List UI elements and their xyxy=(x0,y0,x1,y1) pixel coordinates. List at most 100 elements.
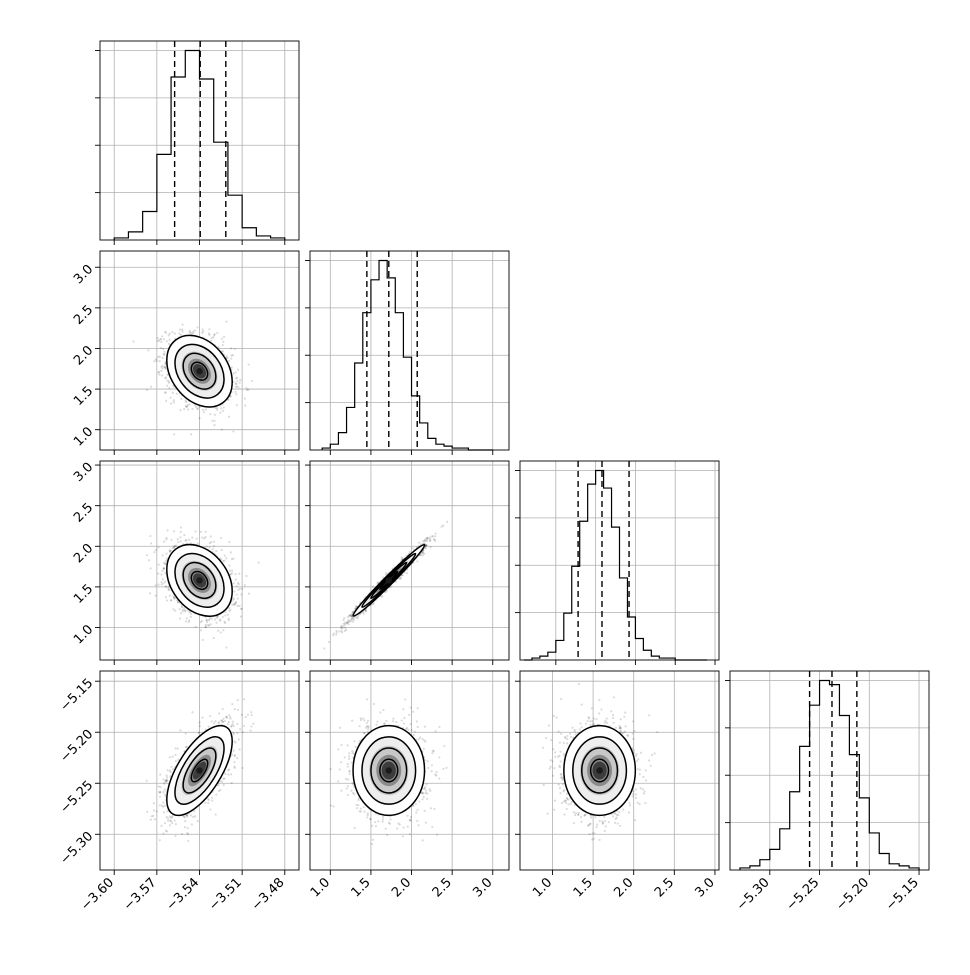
scatter-point xyxy=(173,547,175,549)
scatter-point xyxy=(208,328,210,330)
scatter-point xyxy=(230,357,232,359)
scatter-point xyxy=(202,639,204,641)
scatter-point xyxy=(345,629,347,631)
scatter-point xyxy=(185,405,187,407)
scatter-point xyxy=(148,559,150,561)
scatter-point xyxy=(224,555,226,557)
scatter-point xyxy=(155,549,157,551)
scatter-point xyxy=(208,619,210,621)
scatter-point xyxy=(157,371,159,373)
scatter-point xyxy=(158,374,160,376)
scatter-point xyxy=(236,593,238,595)
scatter-point xyxy=(184,609,186,611)
scatter-point xyxy=(184,539,186,541)
scatter-point xyxy=(168,334,170,336)
scatter-point xyxy=(245,387,247,389)
scatter-point xyxy=(233,597,235,599)
scatter-point xyxy=(199,417,201,419)
scatter-point xyxy=(191,408,193,410)
scatter-point xyxy=(146,554,148,556)
scatter-point xyxy=(195,626,197,628)
scatter-point xyxy=(180,334,182,336)
scatter-point xyxy=(246,389,248,391)
scatter-point xyxy=(180,531,182,533)
scatter-point xyxy=(206,621,208,623)
scatter-point xyxy=(214,333,216,335)
scatter-point xyxy=(248,363,250,365)
scatter-point xyxy=(239,379,241,381)
scatter-point xyxy=(156,337,158,339)
scatter-plot-area xyxy=(100,461,299,660)
scatter-point xyxy=(192,330,194,332)
scatter-point xyxy=(239,382,241,384)
scatter-point xyxy=(188,403,190,405)
scatter-point xyxy=(181,324,183,326)
scatter-point xyxy=(434,535,436,537)
scatter-point xyxy=(342,619,344,621)
scatter-point xyxy=(216,332,218,334)
scatter-point xyxy=(238,605,240,607)
scatter-point xyxy=(170,402,172,404)
scatter-point xyxy=(232,430,234,432)
scatter-point xyxy=(160,341,162,343)
scatter-point xyxy=(338,630,340,632)
x-tick-label: −5.25 xyxy=(784,875,823,914)
scatter-point xyxy=(425,544,427,546)
scatter-point xyxy=(241,588,243,590)
scatter-point xyxy=(343,617,345,619)
scatter-point xyxy=(210,535,212,537)
scatter-point xyxy=(328,641,330,643)
scatter-point xyxy=(236,605,238,607)
scatter-point xyxy=(222,410,224,412)
scatter-point xyxy=(173,433,175,435)
scatter-point xyxy=(237,589,239,591)
scatter-point xyxy=(162,348,164,350)
scatter-point xyxy=(235,382,237,384)
scatter-point xyxy=(225,557,227,559)
y-tick-label: 2.5 xyxy=(71,500,96,525)
scatter-point xyxy=(180,526,182,528)
scatter-point xyxy=(226,357,228,359)
scatter-point xyxy=(160,583,162,585)
scatter-point xyxy=(165,538,167,540)
scatter-point xyxy=(214,618,216,620)
scatter-point xyxy=(189,330,191,332)
scatter-point xyxy=(188,619,190,621)
scatter-point xyxy=(227,614,229,616)
histogram-panel-1 xyxy=(95,41,299,245)
scatter-point xyxy=(165,596,167,598)
scatter-point xyxy=(161,335,163,337)
y-tick-label: 1.5 xyxy=(71,384,96,409)
scatter-point xyxy=(237,598,239,600)
scatter-point xyxy=(423,553,425,555)
scatter-point xyxy=(159,360,161,362)
scatter-point xyxy=(178,332,180,334)
scatter-point xyxy=(181,328,183,330)
scatter-point xyxy=(147,349,149,351)
scatter-point xyxy=(187,408,189,410)
scatter-point xyxy=(191,536,193,538)
scatter-point xyxy=(351,616,353,618)
scatter-point xyxy=(194,530,196,532)
scatter-point xyxy=(180,540,182,542)
scatter-point xyxy=(195,406,197,408)
scatter-point xyxy=(163,338,165,340)
scatter-point xyxy=(214,414,216,416)
scatter-point xyxy=(217,630,219,632)
scatter-point xyxy=(233,372,235,374)
scatter-point xyxy=(228,619,230,621)
scatter-point xyxy=(236,404,238,406)
scatter-point xyxy=(180,398,182,400)
scatter-point xyxy=(208,546,210,548)
scatter-point xyxy=(163,351,165,353)
scatter-point xyxy=(188,539,190,541)
scatter-point xyxy=(221,549,223,551)
scatter-point xyxy=(213,545,215,547)
scatter-point xyxy=(176,393,178,395)
scatter-point xyxy=(201,332,203,334)
scatter-point xyxy=(332,634,334,636)
scatter-point xyxy=(440,526,442,528)
scatter-point xyxy=(241,608,243,610)
scatter-point xyxy=(216,407,218,409)
scatter-point xyxy=(222,341,224,343)
